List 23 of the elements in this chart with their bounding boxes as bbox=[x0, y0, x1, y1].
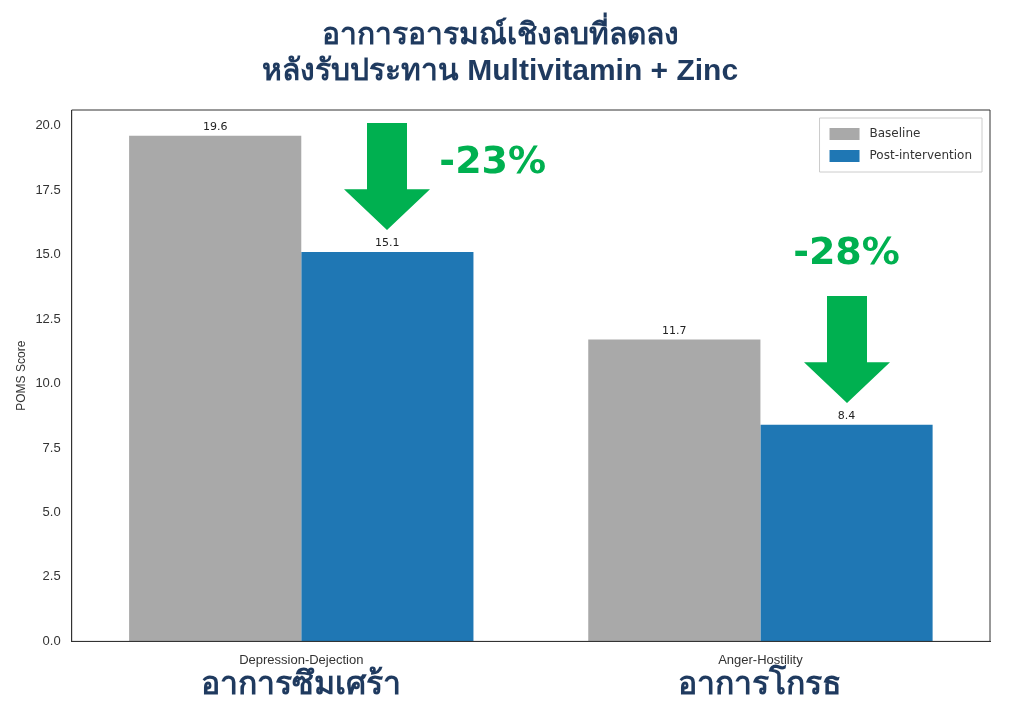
y-tick-label: 10.0 bbox=[35, 375, 61, 391]
y-tick-label: 5.0 bbox=[42, 504, 61, 519]
y-tick-label: 2.5 bbox=[42, 568, 61, 584]
data-label: 11.7 bbox=[662, 323, 687, 337]
bar bbox=[301, 251, 474, 642]
y-tick-label: 20.0 bbox=[35, 117, 61, 133]
annotation: -28% bbox=[793, 228, 900, 273]
bar bbox=[588, 339, 761, 642]
legend-label: Post-intervention bbox=[869, 148, 973, 163]
legend-label: Baseline bbox=[869, 126, 921, 141]
y-axis-title: POMS Score bbox=[13, 340, 28, 411]
data-label: 15.1 bbox=[375, 236, 400, 250]
data-label: 8.4 bbox=[837, 409, 856, 423]
annotation: -23% bbox=[439, 137, 547, 182]
data-label: 19.6 bbox=[202, 120, 228, 134]
y-tick-label: 17.5 bbox=[35, 181, 61, 197]
bar bbox=[129, 135, 302, 642]
bar bbox=[760, 424, 933, 642]
y-tick-label: 12.5 bbox=[35, 310, 61, 326]
chart-title: อาการอารมณ์เชิงลบที่ลดลง หลังรับประทาน Multivitamin + Zinc bbox=[261, 12, 739, 87]
y-tick-label: 7.5 bbox=[42, 439, 61, 455]
y-tick-label: 15.0 bbox=[35, 246, 61, 262]
y-tick-label: 0.0 bbox=[42, 632, 61, 648]
